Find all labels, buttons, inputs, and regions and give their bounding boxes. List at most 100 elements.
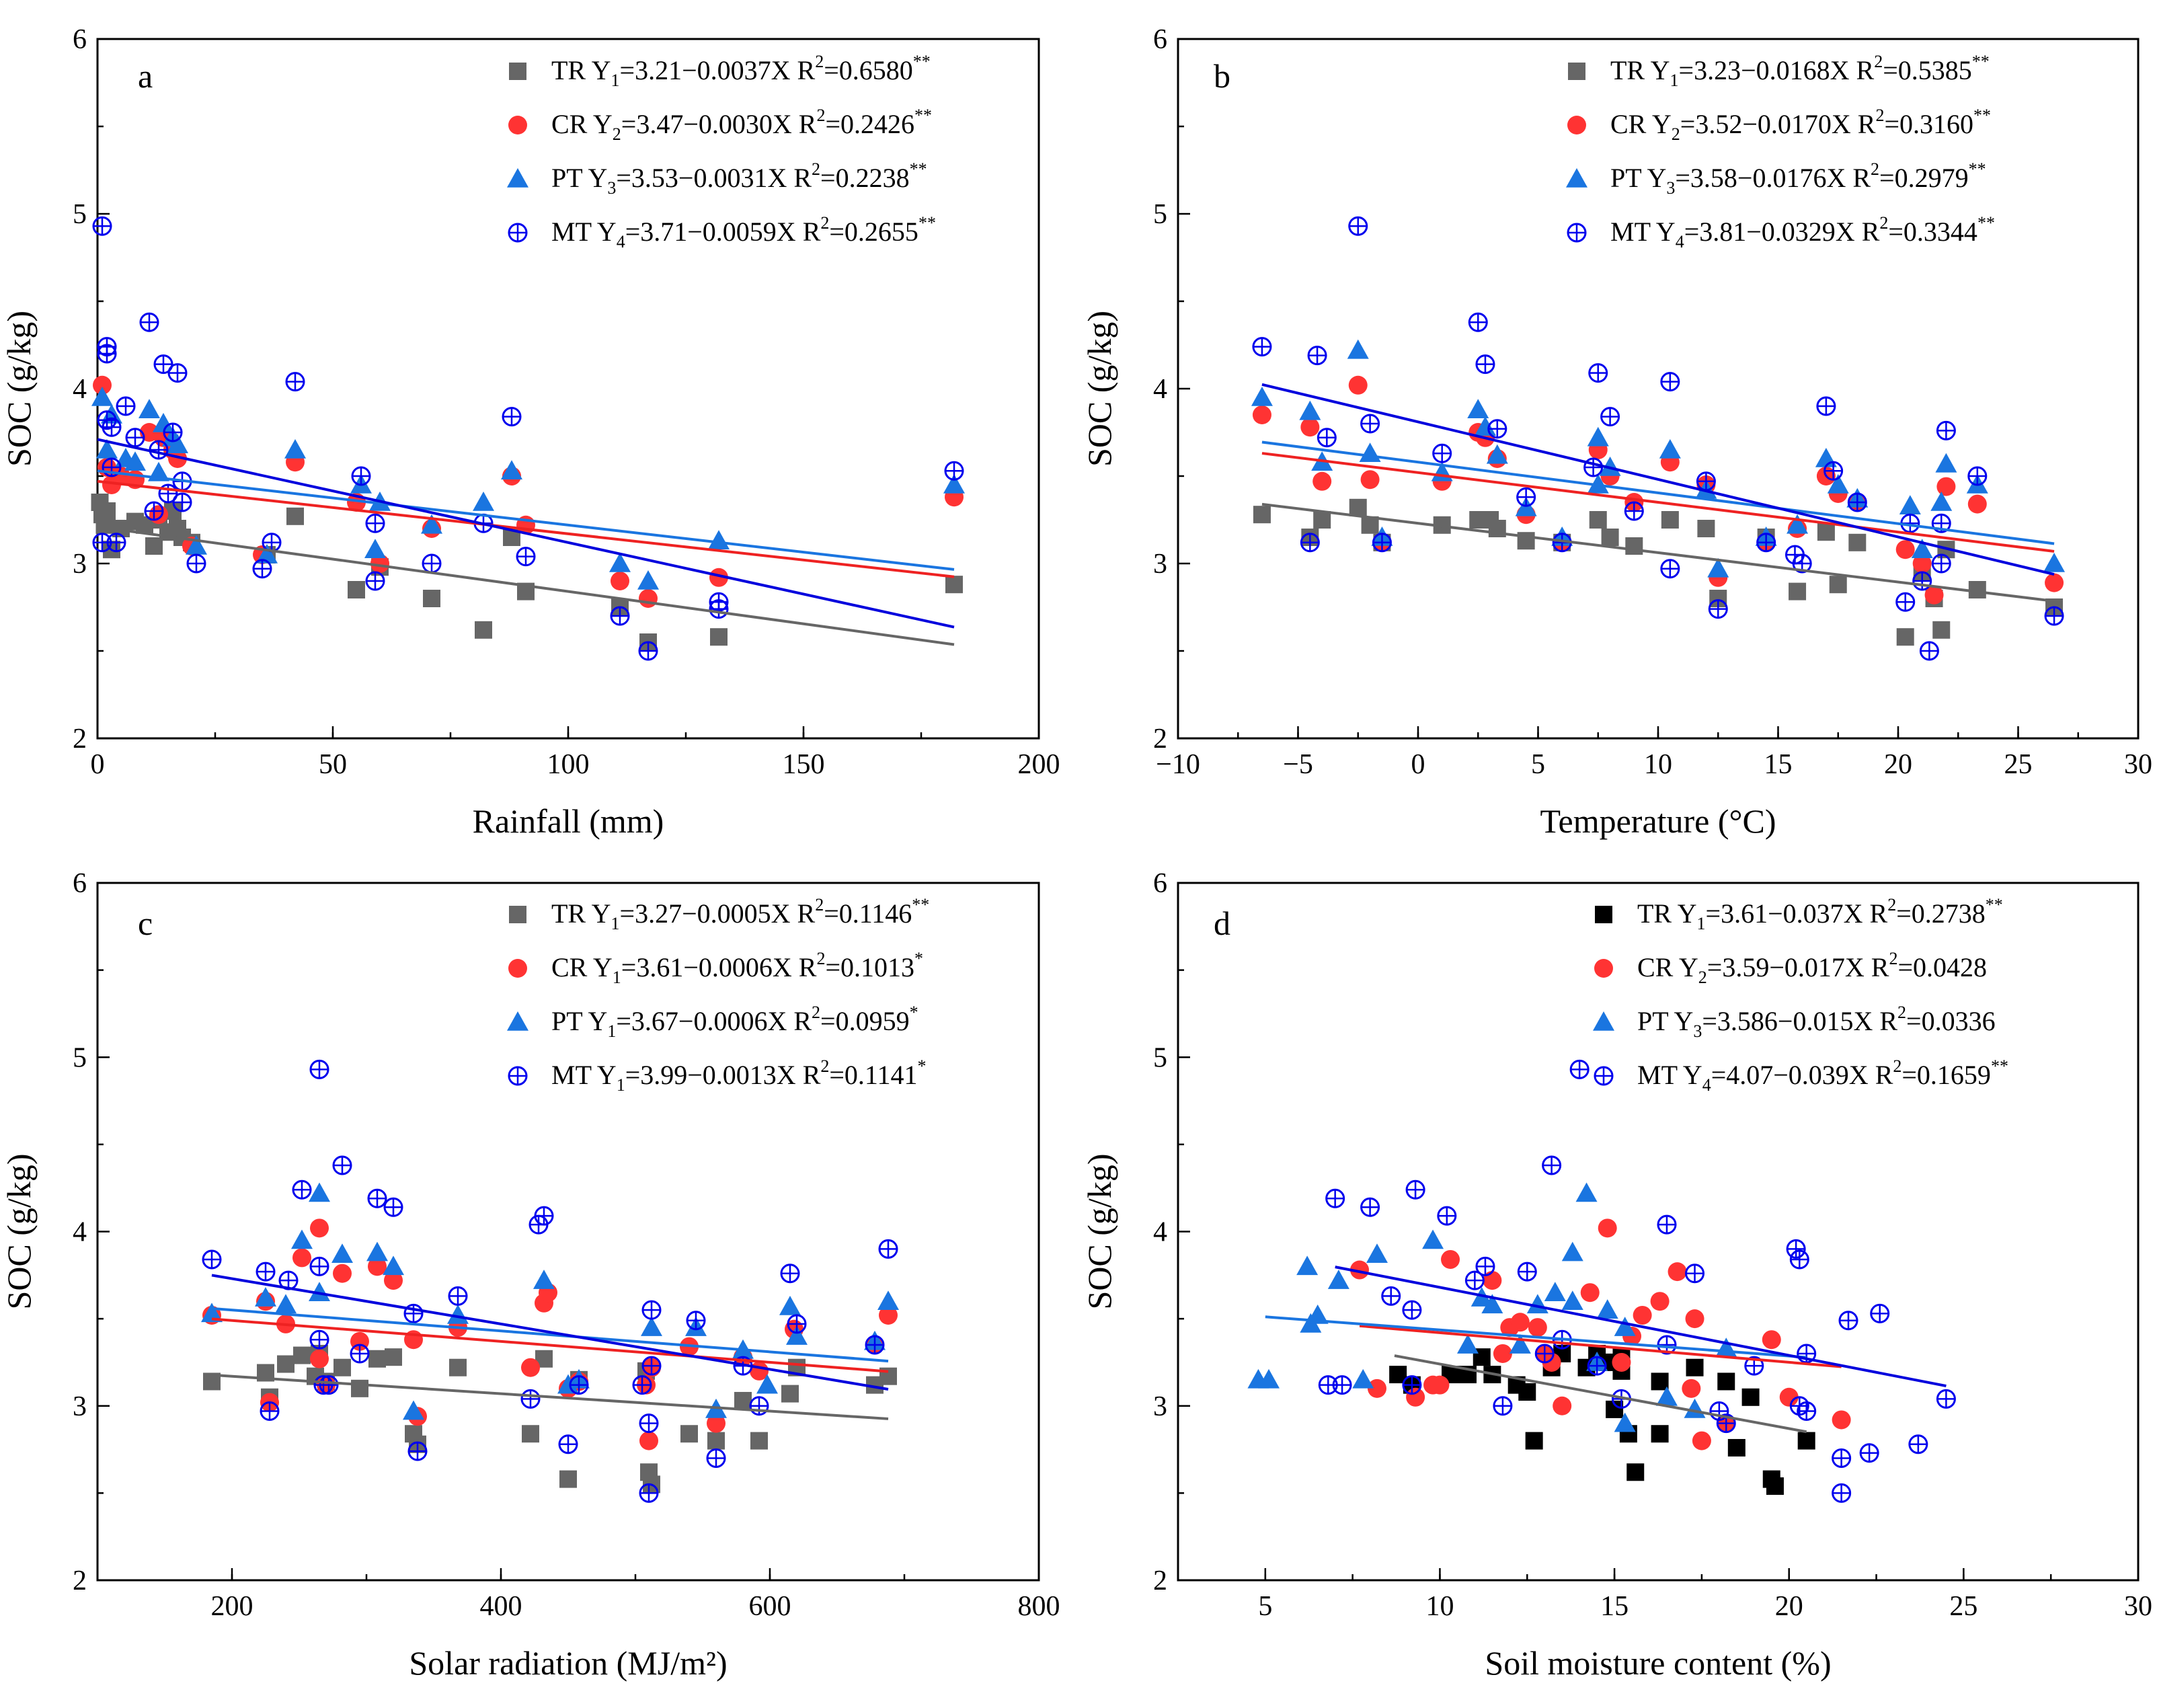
data-point-PT xyxy=(1467,399,1489,418)
legend-entry-PT: PT Y3=3.53−0.0031X R2=0.2238** xyxy=(551,159,927,198)
legend-marker-TR xyxy=(509,63,526,80)
data-point-TR xyxy=(1817,523,1835,541)
data-point-PT xyxy=(309,1182,330,1202)
data-point-MT xyxy=(1475,1256,1495,1276)
legend-marker-CR xyxy=(508,959,527,978)
data-point-MT xyxy=(285,372,305,392)
data-point-CR xyxy=(149,505,168,525)
legend-entry-PT: PT Y3=3.58−0.0176X R2=0.2979** xyxy=(1610,159,1986,198)
x-tick-label: 0 xyxy=(1411,749,1425,780)
data-point-TR xyxy=(1253,506,1271,524)
data-point-MT xyxy=(1405,1179,1425,1200)
data-point-MT xyxy=(1360,414,1380,434)
legend-marker-PT xyxy=(507,168,528,188)
fit-line-PT xyxy=(211,1307,889,1363)
y-tick-label: 2 xyxy=(1153,724,1167,754)
data-point-TR xyxy=(1349,498,1367,516)
data-point-MT xyxy=(520,1389,541,1409)
data-point-PT xyxy=(557,1374,579,1394)
data-point-TR xyxy=(449,1358,467,1376)
data-point-MT xyxy=(632,1375,652,1395)
legend: TR Y1=3.61−0.037X R2=0.2738** CR Y2=3.59−… xyxy=(1593,895,2008,1095)
y-axis-title: SOC (g/kg) xyxy=(1081,311,1118,467)
data-point-PT xyxy=(1587,426,1609,447)
data-point-PT xyxy=(1509,1334,1531,1354)
x-tick-label: 150 xyxy=(783,749,825,780)
legend-entry-TR: TR Y1=3.61−0.037X R2=0.2738** xyxy=(1637,895,2003,933)
data-point-CR xyxy=(1360,470,1380,490)
data-point-MT xyxy=(158,483,178,504)
data-point-PT xyxy=(383,1255,404,1276)
data-point-MT xyxy=(1847,492,1867,512)
legend-marker-MT xyxy=(1567,223,1587,243)
data-point-PT xyxy=(255,1287,276,1307)
data-point-CR xyxy=(1528,1318,1547,1337)
data-point-MT xyxy=(1708,599,1728,619)
data-point-MT xyxy=(1300,533,1320,553)
legend-marker-PT xyxy=(507,1011,528,1031)
data-point-CR xyxy=(384,1271,403,1290)
data-point-MT xyxy=(1402,1375,1422,1395)
data-point-MT xyxy=(116,396,136,416)
data-point-MT xyxy=(365,571,385,591)
legend-entry-PT: PT Y3=3.586−0.015X R2=0.0336 xyxy=(1637,1003,1996,1041)
legend-entry-CR: CR Y1=3.61−0.0006X R2=0.1013* xyxy=(551,949,923,987)
data-point-MT xyxy=(1534,1344,1555,1364)
data-point-PT xyxy=(1359,442,1381,462)
fit-line-CR xyxy=(1359,1324,1842,1368)
data-point-PT xyxy=(1655,1386,1678,1406)
legend-marker-MT xyxy=(1594,1066,1614,1086)
data-point-MT xyxy=(1468,312,1488,332)
data-point-PT xyxy=(284,439,306,459)
data-point-MT xyxy=(1516,487,1536,507)
y-tick-label: 2 xyxy=(73,724,87,754)
data-point-MT xyxy=(1317,428,1337,448)
data-point-TR xyxy=(1626,1463,1645,1481)
data-point-MT xyxy=(144,501,164,521)
data-point-PT xyxy=(2043,553,2066,572)
data-point-PT xyxy=(153,413,174,432)
data-point-CR xyxy=(112,467,130,486)
panel-c: 200 400 600 800 2 3 4 5 6 Solar radiation (MJ/m²)… xyxy=(0,868,1060,1682)
data-point-MT xyxy=(407,1441,428,1461)
data-point-MT xyxy=(1870,1303,1890,1323)
series-TR xyxy=(203,1344,897,1493)
data-point-TR xyxy=(707,1432,725,1450)
data-point-TR xyxy=(1525,1432,1543,1450)
fit-line-MT xyxy=(97,438,955,629)
data-point-CR xyxy=(368,1257,387,1276)
data-point-PT xyxy=(1347,339,1369,359)
data-point-MT xyxy=(1307,346,1327,366)
data-point-MT xyxy=(167,363,188,383)
data-point-MT xyxy=(350,1344,370,1364)
legend: TR Y1=3.21−0.0037X R2=0.6580** CR Y2=3.47… xyxy=(507,52,936,251)
data-point-CR xyxy=(310,1349,329,1368)
data-point-MT xyxy=(1432,443,1452,463)
data-point-MT xyxy=(252,559,272,579)
data-point-MT xyxy=(1660,372,1680,392)
data-point-MT xyxy=(534,1206,554,1226)
x-tick-label: −5 xyxy=(1283,749,1313,780)
y-tick-label: 3 xyxy=(73,549,87,580)
data-point-PT xyxy=(1659,439,1681,459)
data-point-TR xyxy=(1932,621,1951,639)
legend-entry-MT: MT Y4=3.71−0.0059X R2=0.2655** xyxy=(551,213,936,251)
data-point-PT xyxy=(447,1304,469,1324)
data-point-MT xyxy=(1348,216,1368,236)
data-point-MT xyxy=(309,1059,329,1079)
data-point-TR xyxy=(1741,1388,1760,1406)
x-tick-label: 10 xyxy=(1425,1591,1454,1622)
data-point-PT xyxy=(1614,1317,1636,1336)
data-point-MT xyxy=(292,1179,312,1200)
data-point-MT xyxy=(332,1155,352,1175)
y-axis-title: SOC (g/kg) xyxy=(0,1154,38,1310)
legend-marker-CR xyxy=(508,116,527,134)
data-point-PT xyxy=(1561,1241,1583,1261)
plot-frame xyxy=(96,38,1040,740)
data-point-PT xyxy=(1251,387,1273,406)
data-point-PT xyxy=(1930,492,1953,511)
data-point-TR xyxy=(286,507,304,525)
legend-entry-PT: PT Y1=3.67−0.0006X R2=0.0959* xyxy=(551,1003,918,1041)
data-point-TR xyxy=(1651,1425,1669,1443)
data-point-PT xyxy=(331,1243,353,1264)
